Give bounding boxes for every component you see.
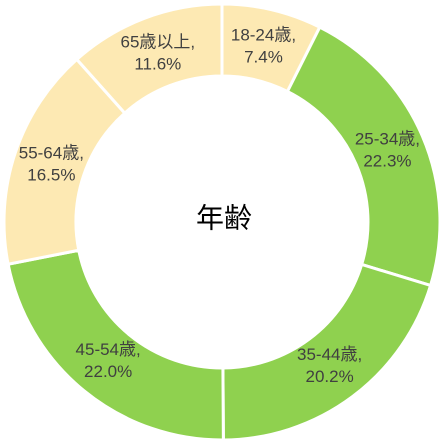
donut-segment <box>221 262 433 439</box>
center-title: 年齢 <box>196 202 252 233</box>
segment-category: 65歳以上, <box>121 32 196 51</box>
segment-value: 22.3% <box>363 152 411 171</box>
segment-category: 55-64歳, <box>19 143 84 162</box>
segment-category: 25-34歳, <box>355 130 420 149</box>
segment-category: 35-44歳, <box>297 345 362 364</box>
segment-value: 11.6% <box>134 54 181 73</box>
donut-segment <box>74 2 224 116</box>
segment-value: 7.4% <box>244 47 283 66</box>
segment-category: 45-54歳, <box>76 340 141 359</box>
segment-value: 16.5% <box>27 165 75 184</box>
segment-value: 22.0% <box>84 362 132 381</box>
segment-value: 20.2% <box>306 367 354 386</box>
segment-category: 18-24歳, <box>231 25 296 44</box>
